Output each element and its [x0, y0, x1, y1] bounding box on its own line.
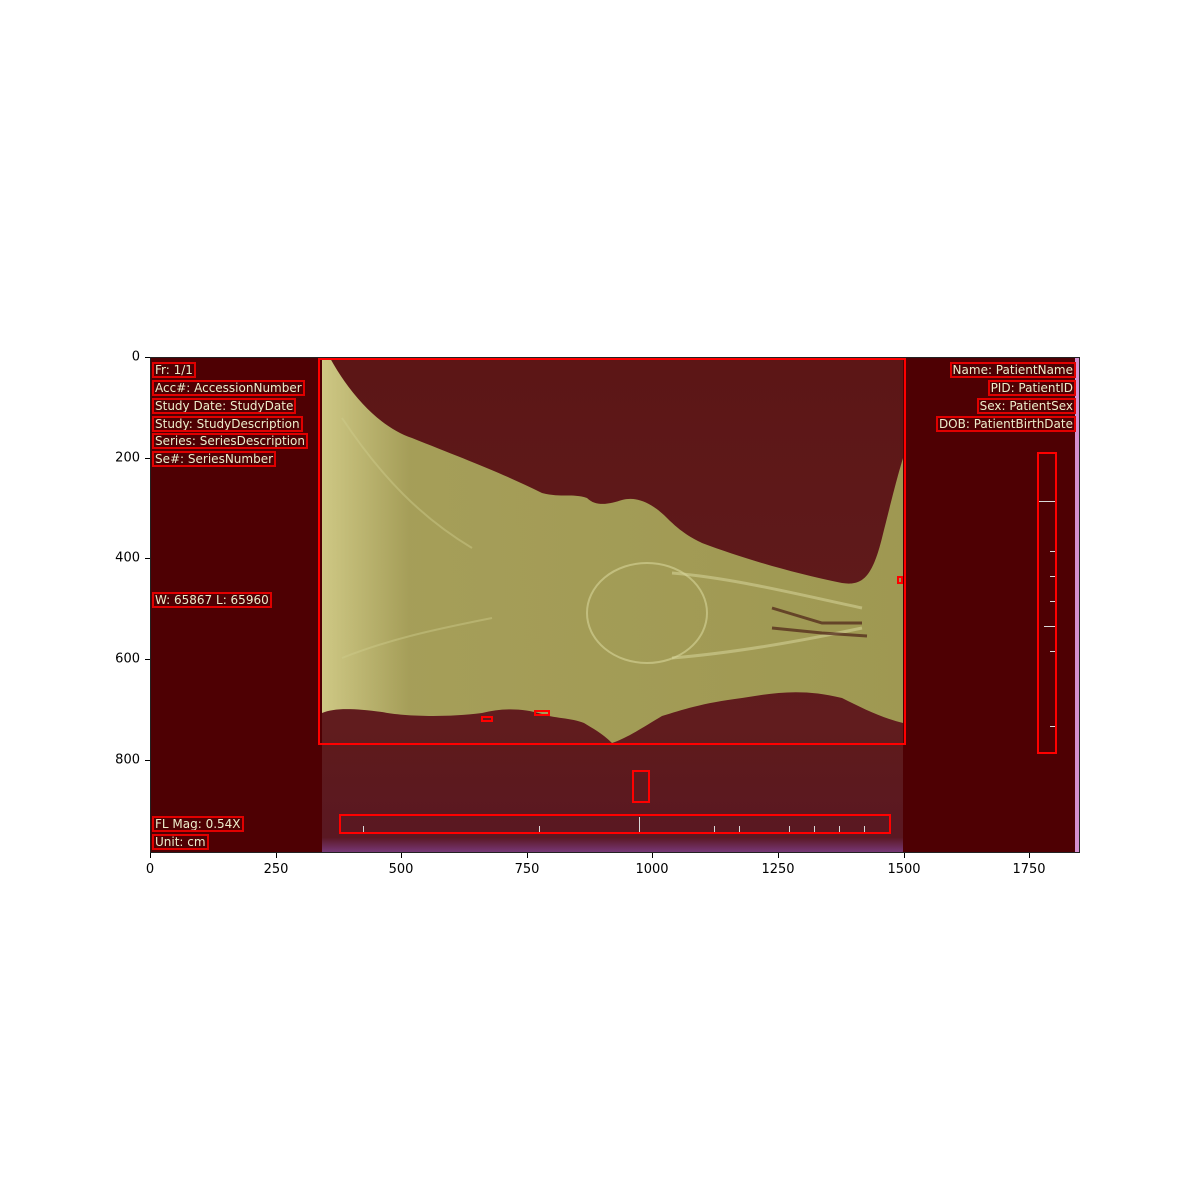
colorbar-tick: [1050, 576, 1055, 577]
scale-tick: [714, 826, 715, 832]
frame-label: Fr: 1/1: [152, 362, 196, 378]
viewer-canvas[interactable]: Fr: 1/1 Acc#: AccessionNumber Study Date…: [150, 357, 1080, 853]
scale-tick: [739, 826, 740, 832]
x-axis-label: 500: [388, 862, 414, 877]
accession-label: Acc#: AccessionNumber: [152, 380, 305, 396]
colorbar-tick: [1050, 726, 1055, 727]
limb-bones: [341, 417, 493, 659]
scale-tick-major: [639, 817, 640, 832]
x-axis-label: 0: [145, 862, 155, 877]
x-axis-tick: [904, 853, 905, 858]
colorbar-tick: [1044, 626, 1055, 627]
y-axis-tick: [145, 458, 150, 459]
patient-dob-label: DOB: PatientBirthDate: [935, 416, 1077, 432]
patient-sex-label: Sex: PatientSex: [976, 398, 1077, 414]
x-axis-tick: [652, 853, 653, 858]
y-axis-tick: [145, 357, 150, 358]
scale-bar-box[interactable]: [339, 814, 891, 834]
y-axis-label: 0: [131, 349, 140, 365]
x-axis-label: 750: [514, 862, 540, 877]
scale-tick: [814, 826, 815, 832]
x-axis-tick: [1029, 853, 1030, 858]
x-axis-tick: [527, 853, 528, 858]
unit-label: Unit: cm: [152, 834, 209, 850]
colorbar-tick: [1050, 601, 1055, 602]
small-marker-1[interactable]: [481, 716, 493, 722]
scale-tick: [539, 826, 540, 832]
y-axis-label: 800: [115, 752, 140, 768]
nasal-cavity: [771, 606, 868, 638]
orientation-marker-box[interactable]: [632, 770, 650, 803]
small-marker-3[interactable]: [897, 576, 903, 584]
y-axis-label: 600: [115, 651, 140, 667]
x-axis-label: 1000: [635, 862, 669, 877]
series-label: Series: SeriesDescription: [151, 433, 309, 449]
colorbar-tick: [1039, 501, 1055, 502]
x-axis-tick: [150, 853, 151, 858]
y-axis-label: 200: [115, 450, 140, 466]
x-axis-label: 1750: [1012, 862, 1046, 877]
colorbar-tick: [1050, 651, 1055, 652]
x-axis-tick: [778, 853, 779, 858]
scale-tick: [789, 826, 790, 832]
study-date-label: Study Date: StudyDate: [151, 398, 297, 414]
patient-id-label: PID: PatientID: [987, 380, 1077, 396]
small-marker-2[interactable]: [534, 710, 550, 716]
x-axis-tick: [276, 853, 277, 858]
series-number-label: Se#: SeriesNumber: [151, 451, 277, 467]
x-axis-label: 1500: [887, 862, 921, 877]
x-axis-tick: [401, 853, 402, 858]
scale-tick: [839, 826, 840, 832]
xray-anatomy-image: [322, 358, 903, 743]
right-edge-strip: [1075, 358, 1079, 852]
scale-tick: [864, 826, 865, 832]
x-axis-label: 250: [263, 862, 289, 877]
y-axis-tick: [145, 659, 150, 660]
y-axis-tick: [145, 558, 150, 559]
roi-box[interactable]: [318, 358, 906, 745]
x-axis-label: 1250: [761, 862, 795, 877]
magnification-label: FL Mag: 0.54X: [152, 816, 244, 832]
y-axis-label: 400: [115, 550, 140, 566]
scale-tick: [363, 826, 364, 832]
colorbar-box[interactable]: [1037, 452, 1057, 754]
colorbar-tick: [1050, 551, 1055, 552]
window-level-label: W: 65867 L: 65960: [152, 592, 272, 608]
patient-name-label: Name: PatientName: [949, 362, 1077, 378]
study-label: Study: StudyDescription: [152, 416, 303, 432]
skull-outline: [586, 562, 708, 664]
y-axis-tick: [145, 760, 150, 761]
